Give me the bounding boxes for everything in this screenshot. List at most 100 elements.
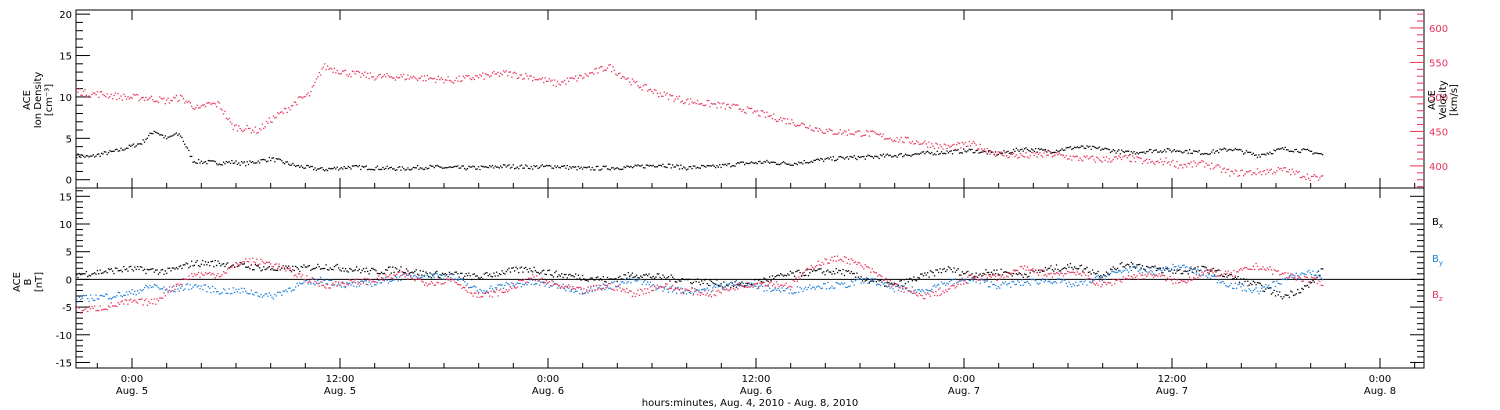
density-point [551, 167, 553, 169]
velocity-point [1322, 175, 1324, 177]
velocity-point [495, 73, 498, 75]
velocity-point [744, 111, 746, 114]
bx-point [311, 268, 313, 270]
velocity-point [861, 135, 864, 137]
bz-point [1029, 269, 1031, 272]
by-point [576, 290, 578, 293]
density-point [588, 166, 591, 168]
bx-point [276, 269, 279, 271]
bx-point [1201, 265, 1203, 268]
by-point [896, 285, 898, 287]
bx-point [414, 270, 416, 273]
velocity-point [1039, 152, 1041, 154]
by-point [1091, 280, 1094, 282]
velocity-point [322, 66, 325, 68]
by-point [1292, 277, 1295, 279]
density-point [968, 148, 970, 151]
bz-point [531, 274, 534, 276]
by-point [1299, 273, 1302, 276]
bz-point [134, 299, 136, 301]
by-point [217, 290, 219, 293]
density-point [914, 152, 916, 155]
bz-point [153, 298, 155, 300]
bz-point [640, 288, 642, 291]
density-point [1229, 148, 1231, 151]
density-point [264, 159, 266, 161]
by-point [1230, 282, 1232, 285]
bz-point [513, 287, 516, 289]
bz-point [642, 293, 645, 295]
velocity-point [358, 71, 361, 74]
bz-point [372, 280, 374, 283]
bx-point [118, 269, 121, 272]
bz-point [1204, 270, 1206, 272]
by-point [227, 292, 229, 294]
velocity-point [1021, 154, 1023, 157]
bx-point [1053, 270, 1055, 272]
bz-point [210, 274, 212, 276]
bz-point [326, 283, 329, 286]
velocity-point [396, 76, 398, 78]
bz-point [1082, 271, 1084, 273]
density-point [843, 158, 846, 160]
by-point [1144, 270, 1146, 272]
bz-point [791, 286, 793, 288]
bx-point [103, 271, 106, 273]
velocity-point [1230, 170, 1232, 172]
velocity-point [692, 102, 695, 104]
by-point [644, 280, 646, 282]
bz-point [128, 299, 130, 301]
bx-point [258, 267, 261, 269]
bx-point [878, 280, 880, 282]
bx-point [1234, 276, 1236, 278]
by-point [696, 289, 699, 291]
velocity-point [1233, 173, 1235, 175]
bx-point [1258, 282, 1260, 284]
density-point [807, 162, 810, 164]
bz-point [638, 294, 641, 296]
by-point [540, 281, 542, 284]
bx-point [1071, 266, 1073, 269]
by-point [249, 293, 251, 295]
velocity-point [486, 74, 488, 76]
bz-point [200, 272, 203, 274]
velocity-point [1194, 162, 1196, 164]
by-point [1256, 290, 1259, 293]
bz-point [719, 291, 721, 293]
bz-point [240, 263, 243, 265]
by-point [213, 291, 215, 293]
density-point [107, 152, 110, 154]
bx-point [954, 271, 957, 273]
bx-point [1312, 280, 1314, 282]
bx-point [307, 265, 309, 267]
density-point [587, 166, 589, 168]
velocity-point [1254, 172, 1256, 174]
bz-point [98, 310, 100, 312]
density-point [845, 157, 847, 159]
velocity-point [286, 111, 288, 114]
bx-point [755, 278, 757, 281]
density-point [570, 167, 573, 169]
bx-point [1078, 267, 1080, 270]
velocity-point [536, 79, 538, 81]
velocity-point [638, 87, 641, 89]
bx-point [314, 267, 316, 270]
density-point [577, 165, 580, 168]
density-point [1091, 145, 1094, 148]
bx-point [365, 267, 367, 269]
velocity-point [186, 101, 189, 104]
bx-point [738, 283, 740, 286]
by-point [98, 298, 100, 300]
density-point [353, 165, 355, 167]
density-point [1040, 148, 1042, 150]
bx-point [1310, 282, 1313, 284]
velocity-point [131, 97, 133, 99]
by-point [805, 286, 807, 288]
bottom-panel-frame [75, 187, 1425, 369]
bz-point [616, 289, 618, 291]
velocity-point [983, 148, 986, 150]
velocity-point [558, 83, 560, 85]
density-point [813, 159, 815, 162]
bx-point [1068, 266, 1070, 268]
velocity-point [1005, 155, 1008, 157]
